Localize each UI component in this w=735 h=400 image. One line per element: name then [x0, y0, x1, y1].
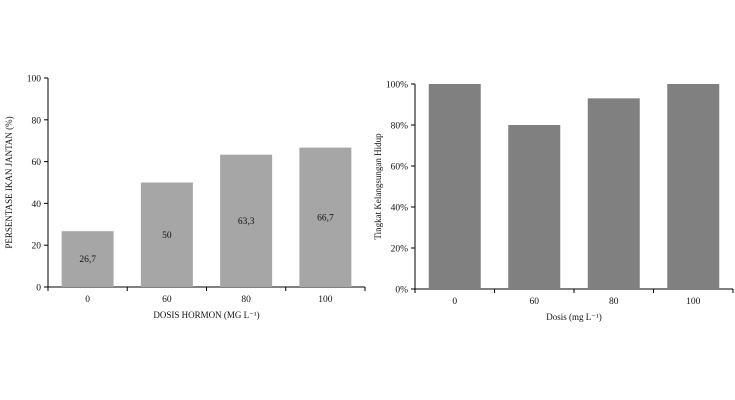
- bar: [220, 154, 273, 287]
- y-tick-label: 80: [32, 116, 42, 126]
- x-axis-title: Dosis (mg L⁻¹): [546, 312, 601, 322]
- bar: [667, 84, 720, 289]
- y-tick-label: 100%: [386, 81, 408, 91]
- bar-data-label: 63,3: [238, 217, 255, 227]
- chart-male-percentage: 0 20 40 60 80 100 0 26,7 60 50 80 63,3 100 66,7 DOSIS …: [4, 75, 366, 320]
- bar: [587, 98, 640, 289]
- y-axis-title: PERSENTASE IKAN JANTAN (%): [4, 116, 14, 248]
- y-tick-label: 20%: [391, 245, 409, 255]
- bar: [428, 84, 481, 289]
- y-tick-label: 0: [36, 284, 41, 294]
- y-tick-label: 40: [32, 200, 42, 210]
- y-tick-label: 80%: [391, 122, 409, 132]
- x-tick-label: 0: [452, 297, 457, 307]
- bar: [61, 231, 114, 287]
- x-tick-label: 100: [318, 295, 333, 305]
- x-tick-label: 60: [162, 295, 172, 305]
- bar: [140, 182, 193, 287]
- y-tick-label: 0%: [395, 286, 408, 296]
- x-axis-title: DOSIS HORMON (MG L⁻¹): [153, 310, 259, 320]
- bar: [508, 125, 561, 289]
- x-tick-label: 100: [686, 297, 701, 307]
- bar-data-label: 50: [162, 231, 172, 241]
- y-tick-label: 60%: [391, 163, 409, 173]
- chart-survival-rate: 0% 20% 40% 60% 80% 100% 0 60 80 100 Dosis (mg L⁻¹)…: [373, 81, 734, 322]
- y-tick-label: 100: [27, 75, 42, 85]
- x-tick-label: 80: [609, 297, 619, 307]
- bar: [299, 147, 352, 287]
- x-tick-label: 80: [241, 295, 251, 305]
- bar-data-label: 66,7: [317, 213, 334, 223]
- x-tick-label: 0: [85, 295, 90, 305]
- bar-data-label: 26,7: [79, 255, 96, 265]
- y-tick-label: 20: [32, 242, 42, 252]
- y-tick-label: 40%: [391, 204, 409, 214]
- y-axis-title: Tingkat Kelangsungan Hidup: [373, 133, 383, 240]
- x-tick-label: 60: [530, 297, 540, 307]
- y-tick-label: 60: [32, 158, 42, 168]
